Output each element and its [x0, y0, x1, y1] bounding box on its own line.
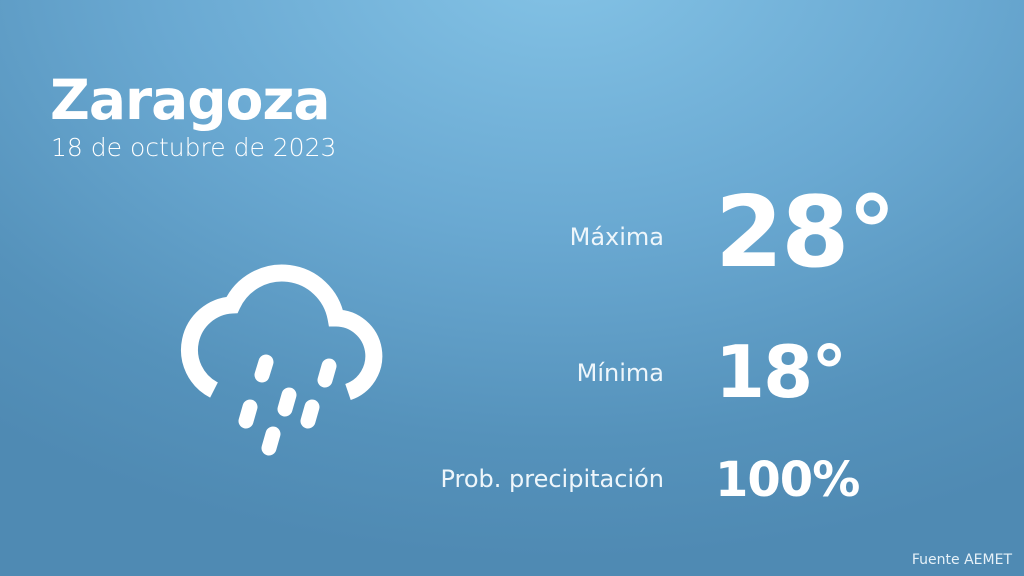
- source-credit: Fuente AEMET: [911, 552, 1012, 568]
- precip-label: Prob. precipitación: [440, 465, 664, 493]
- city-title: Zaragoza: [50, 68, 331, 132]
- min-value: 18°: [715, 330, 847, 414]
- forecast-date: 18 de octubre de 2023: [51, 133, 337, 162]
- max-value: 28°: [715, 176, 896, 290]
- precip-value: 100%: [715, 452, 860, 508]
- max-label: Máxima: [569, 223, 664, 251]
- min-label: Mínima: [576, 359, 664, 387]
